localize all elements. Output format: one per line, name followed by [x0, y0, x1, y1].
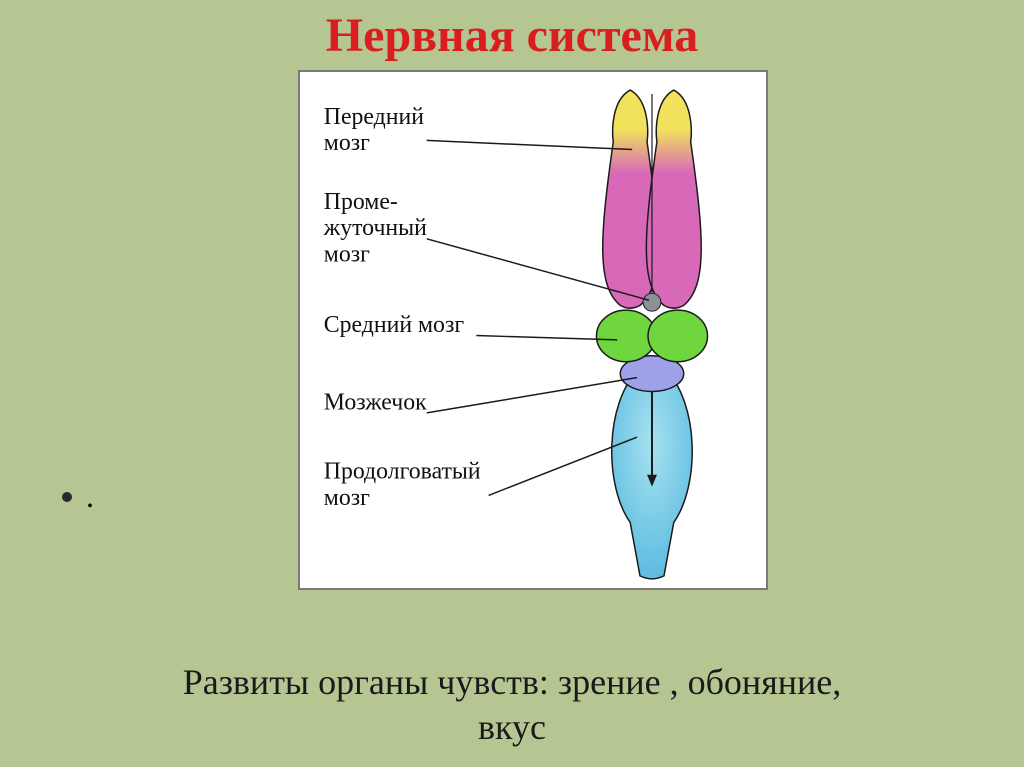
- bullet-text: .: [86, 478, 94, 515]
- slide: Нервная система ПередниймозгПроме-жуточн…: [0, 0, 1024, 767]
- label-cerebellum-line0: Мозжечок: [324, 389, 427, 415]
- label-medulla-line1: мозг: [324, 485, 370, 511]
- label-diencephalon-line2: мозг: [324, 241, 370, 267]
- label-diencephalon-line0: Проме-: [324, 189, 398, 215]
- label-forebrain-line1: мозг: [324, 130, 370, 156]
- bullet-dot-icon: [62, 492, 72, 502]
- label-diencephalon-line1: жуточный: [323, 215, 427, 241]
- label-forebrain-line0: Передний: [324, 104, 424, 130]
- label-midbrain-line0: Средний мозг: [324, 312, 465, 338]
- caption-line-2: вкус: [0, 705, 1024, 750]
- body-bullet: .: [62, 478, 94, 515]
- slide-caption: Развиты органы чувств: зрение , обоняние…: [0, 660, 1024, 750]
- slide-title: Нервная система: [0, 8, 1024, 63]
- brain-diagram: ПередниймозгПроме-жуточныймозгСредний мо…: [298, 70, 768, 590]
- brain-diagram-svg: ПередниймозгПроме-жуточныймозгСредний мо…: [300, 72, 766, 588]
- label-medulla-line0: Продолговатый: [324, 459, 481, 485]
- caption-line-1: Развиты органы чувств: зрение , обоняние…: [0, 660, 1024, 705]
